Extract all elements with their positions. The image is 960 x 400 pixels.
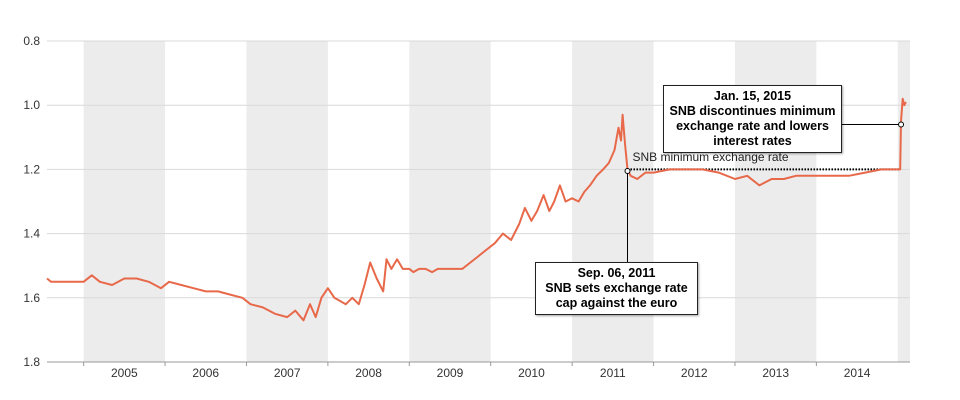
annotation-leaders bbox=[624, 121, 905, 262]
y-tick-label: 1.4 bbox=[23, 227, 40, 241]
annotation-line: SNB sets exchange rate bbox=[545, 281, 688, 295]
y-tick-label: 1.2 bbox=[23, 162, 40, 176]
y-tick-label: 1.0 bbox=[23, 98, 40, 112]
y-axis: 0.8 1.0 1.2 1.4 1.6 1.8 bbox=[23, 34, 40, 369]
x-tick-label: 2005 bbox=[111, 366, 138, 380]
year-band-2009 bbox=[409, 41, 491, 362]
annotation-line: Jan. 15, 2015 bbox=[713, 89, 792, 103]
y-tick-label: 0.8 bbox=[23, 34, 40, 48]
year-shading-bands bbox=[83, 41, 910, 362]
x-tick-label: 2008 bbox=[355, 366, 382, 380]
annotation-line: interest rates bbox=[713, 134, 792, 148]
annotation-line: exchange rate and lowers bbox=[676, 119, 829, 133]
series-group bbox=[46, 97, 907, 322]
x-tick-label: 2007 bbox=[274, 366, 301, 380]
x-tick-label: 2013 bbox=[762, 366, 789, 380]
year-band-2005 bbox=[83, 41, 166, 362]
marker-2011 bbox=[624, 168, 631, 175]
x-tick-label: 2006 bbox=[192, 366, 219, 380]
y-tick-label: 1.6 bbox=[23, 291, 40, 305]
x-tick-label: 2012 bbox=[681, 366, 708, 380]
marker-2015 bbox=[898, 121, 905, 128]
x-tick-label: 2011 bbox=[600, 366, 626, 380]
x-tick-label: 2009 bbox=[437, 366, 464, 380]
x-tick-label: 2010 bbox=[518, 366, 545, 380]
reference-line-label: SNB minimum exchange rate bbox=[632, 150, 789, 165]
annotation-snb-2011: Sep. 06, 2011 SNB sets exchange rate cap… bbox=[535, 262, 698, 315]
year-band-2015 bbox=[897, 41, 910, 362]
annotation-line: cap against the euro bbox=[555, 296, 678, 310]
annotation-line: SNB discontinues minimum bbox=[669, 104, 836, 118]
y-tick-label: 1.8 bbox=[23, 355, 40, 369]
annotation-snb-2015: Jan. 15, 2015 SNB discontinues minimum e… bbox=[663, 85, 842, 153]
x-tick-label: 2014 bbox=[844, 366, 871, 380]
series-line-eur-chf bbox=[46, 97, 907, 322]
x-axis: 2005 2006 2007 2008 2009 2010 2011 2012 2013 2014 bbox=[47, 361, 910, 380]
year-band-2007 bbox=[246, 41, 328, 362]
annotation-line: Sep. 06, 2011 bbox=[577, 266, 656, 280]
